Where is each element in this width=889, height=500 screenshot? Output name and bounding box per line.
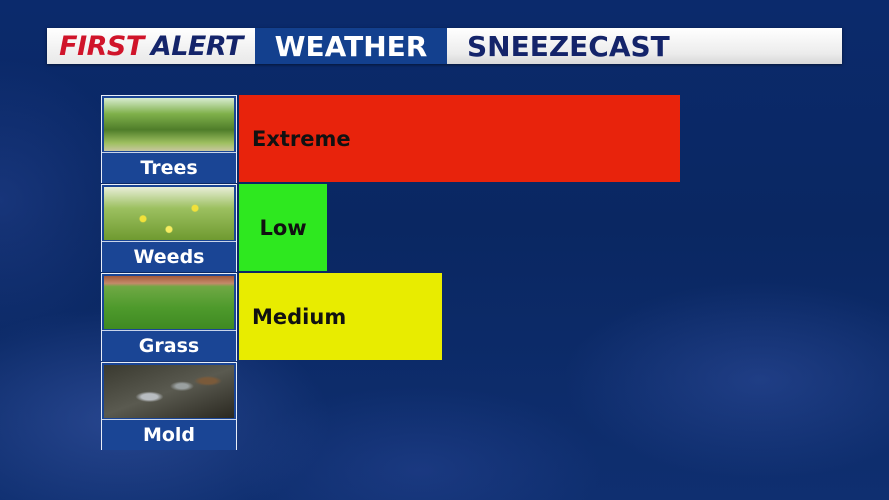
category-label: Grass (102, 330, 236, 361)
logo-alert: ALERT (150, 30, 244, 62)
level-label: Extreme (252, 126, 351, 151)
mold-photo (104, 365, 234, 418)
weeds-photo (104, 187, 234, 240)
category-label: Mold (102, 419, 236, 450)
grass-photo (104, 276, 234, 329)
header-banner: FIRST ALERT WEATHER SNEEZECAST (47, 28, 842, 64)
level-label: Low (259, 215, 307, 240)
category-tile: Grass (101, 273, 237, 361)
level-label: Medium (252, 304, 347, 329)
bar-grass: Medium (239, 273, 442, 360)
page-title: SNEEZECAST (447, 28, 842, 64)
first-alert-logo: FIRST ALERT (47, 28, 255, 64)
category-tile: Trees (101, 95, 237, 183)
logo-weather: WEATHER (255, 28, 447, 64)
category-label: Weeds (102, 241, 236, 272)
category-tile: Weeds (101, 184, 237, 272)
logo-first: FIRST (59, 30, 144, 62)
trees-photo (104, 98, 234, 151)
category-label: Trees (102, 152, 236, 183)
bar-weeds: Low (239, 184, 328, 271)
category-tile: Mold (101, 362, 237, 450)
bar-trees: Extreme (239, 95, 680, 182)
